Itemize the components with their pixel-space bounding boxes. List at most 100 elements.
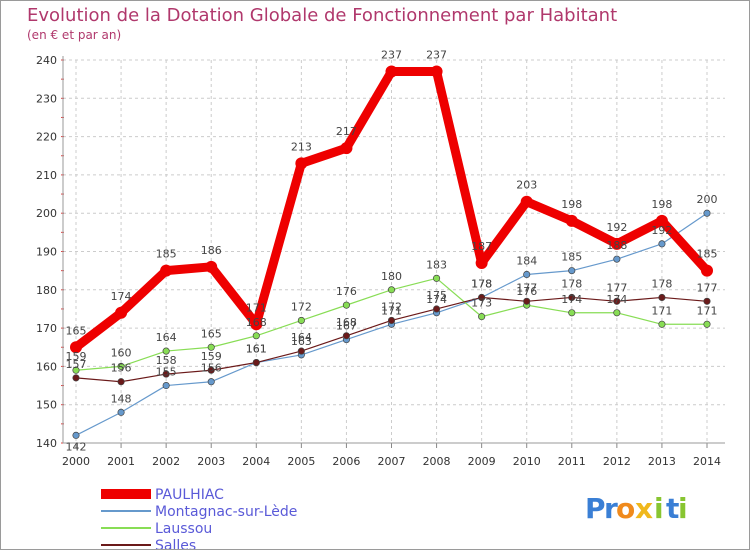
data-point xyxy=(387,286,396,294)
y-tick-label: 150 xyxy=(36,399,57,412)
data-label: 173 xyxy=(471,297,492,310)
data-label: 213 xyxy=(291,140,312,153)
data-point xyxy=(295,157,308,170)
data-point xyxy=(385,65,398,78)
data-label: 161 xyxy=(246,343,267,356)
data-label: 168 xyxy=(246,316,267,329)
data-label: 187 xyxy=(471,240,492,253)
x-tick-label: 2003 xyxy=(197,455,225,468)
data-label: 164 xyxy=(291,331,312,344)
data-label: 237 xyxy=(381,48,402,61)
data-point xyxy=(568,267,576,275)
data-point xyxy=(297,316,305,324)
data-label: 185 xyxy=(561,251,582,264)
data-label: 142 xyxy=(66,440,87,453)
data-point xyxy=(207,343,215,351)
data-label: 165 xyxy=(66,324,87,337)
x-tick-label: 2008 xyxy=(423,455,451,468)
y-tick-label: 230 xyxy=(36,92,57,105)
data-label: 155 xyxy=(156,366,177,379)
data-label: 167 xyxy=(336,320,357,333)
data-point xyxy=(568,293,576,302)
logo-letter: i xyxy=(654,492,664,525)
data-point xyxy=(658,320,666,328)
data-point xyxy=(297,347,305,355)
y-tick-label: 210 xyxy=(36,169,57,182)
data-point xyxy=(207,366,215,374)
data-label: 159 xyxy=(201,350,222,363)
data-point xyxy=(162,370,170,378)
data-label: 171 xyxy=(697,304,718,317)
data-point xyxy=(703,209,711,217)
data-label: 198 xyxy=(561,198,582,211)
data-point xyxy=(207,378,215,386)
data-label: 171 xyxy=(651,304,672,317)
data-point xyxy=(250,318,263,331)
chart-subtitle: (en € et par an) xyxy=(27,28,121,42)
y-tick-label: 220 xyxy=(36,131,57,144)
data-point xyxy=(523,297,531,305)
x-tick-label: 2009 xyxy=(468,455,496,468)
data-label: 156 xyxy=(201,362,222,375)
data-point xyxy=(430,65,443,78)
x-tick-label: 2014 xyxy=(693,455,721,468)
x-tick-label: 2006 xyxy=(332,455,360,468)
data-label: 174 xyxy=(426,293,447,306)
data-label: 174 xyxy=(561,293,582,306)
data-label: 165 xyxy=(201,327,222,340)
y-tick-label: 170 xyxy=(36,322,57,335)
logo-letter: r xyxy=(604,492,618,525)
data-label: 171 xyxy=(246,301,267,314)
data-label: 178 xyxy=(471,277,492,290)
data-point xyxy=(72,366,80,374)
legend-label: Salles xyxy=(155,538,196,549)
axis-layer: 140 150 160 170 180 190 200 210 220 230 240 2000 200… xyxy=(36,54,725,468)
data-label: 164 xyxy=(156,331,177,344)
data-label: 174 xyxy=(111,290,132,303)
data-point xyxy=(115,306,128,319)
y-tick-label: 190 xyxy=(36,246,57,259)
data-point xyxy=(701,264,713,277)
x-tick-label: 2007 xyxy=(378,455,406,468)
logo-letter: t xyxy=(666,492,679,525)
data-label: 217 xyxy=(336,125,357,138)
data-label: 161 xyxy=(246,343,267,356)
data-label: 183 xyxy=(426,258,447,271)
data-point xyxy=(162,347,170,355)
data-point xyxy=(433,274,441,282)
data-point xyxy=(478,293,486,302)
data-label: 178 xyxy=(471,277,492,290)
data-label: 156 xyxy=(111,362,132,375)
x-tick-label: 2001 xyxy=(107,455,135,468)
data-point xyxy=(117,408,125,416)
data-label: 148 xyxy=(111,392,132,405)
data-label: 198 xyxy=(651,198,672,211)
data-label: 177 xyxy=(606,281,627,294)
data-point xyxy=(703,297,711,305)
data-label: 163 xyxy=(291,335,312,348)
data-point xyxy=(523,270,531,279)
data-point xyxy=(613,297,621,305)
data-label: 178 xyxy=(561,277,582,290)
legend-label: PAULHIAC xyxy=(155,487,224,503)
data-label: 192 xyxy=(651,224,672,237)
data-point xyxy=(117,378,125,386)
data-point xyxy=(342,301,350,309)
y-tick-label: 200 xyxy=(36,207,57,220)
data-label: 160 xyxy=(111,346,132,359)
x-tick-label: 2011 xyxy=(558,455,586,468)
data-point xyxy=(433,305,441,313)
data-label: 176 xyxy=(336,285,357,298)
data-label: 168 xyxy=(336,316,357,329)
data-label: 203 xyxy=(516,179,537,192)
x-tick-label: 2012 xyxy=(603,455,631,468)
x-tick-label: 2005 xyxy=(287,455,315,468)
x-tick-label: 2004 xyxy=(242,455,270,468)
data-point xyxy=(252,359,260,367)
data-label: 180 xyxy=(381,270,402,283)
data-label: 177 xyxy=(516,281,537,294)
data-point xyxy=(340,142,353,155)
x-tick-label: 2002 xyxy=(152,455,180,468)
